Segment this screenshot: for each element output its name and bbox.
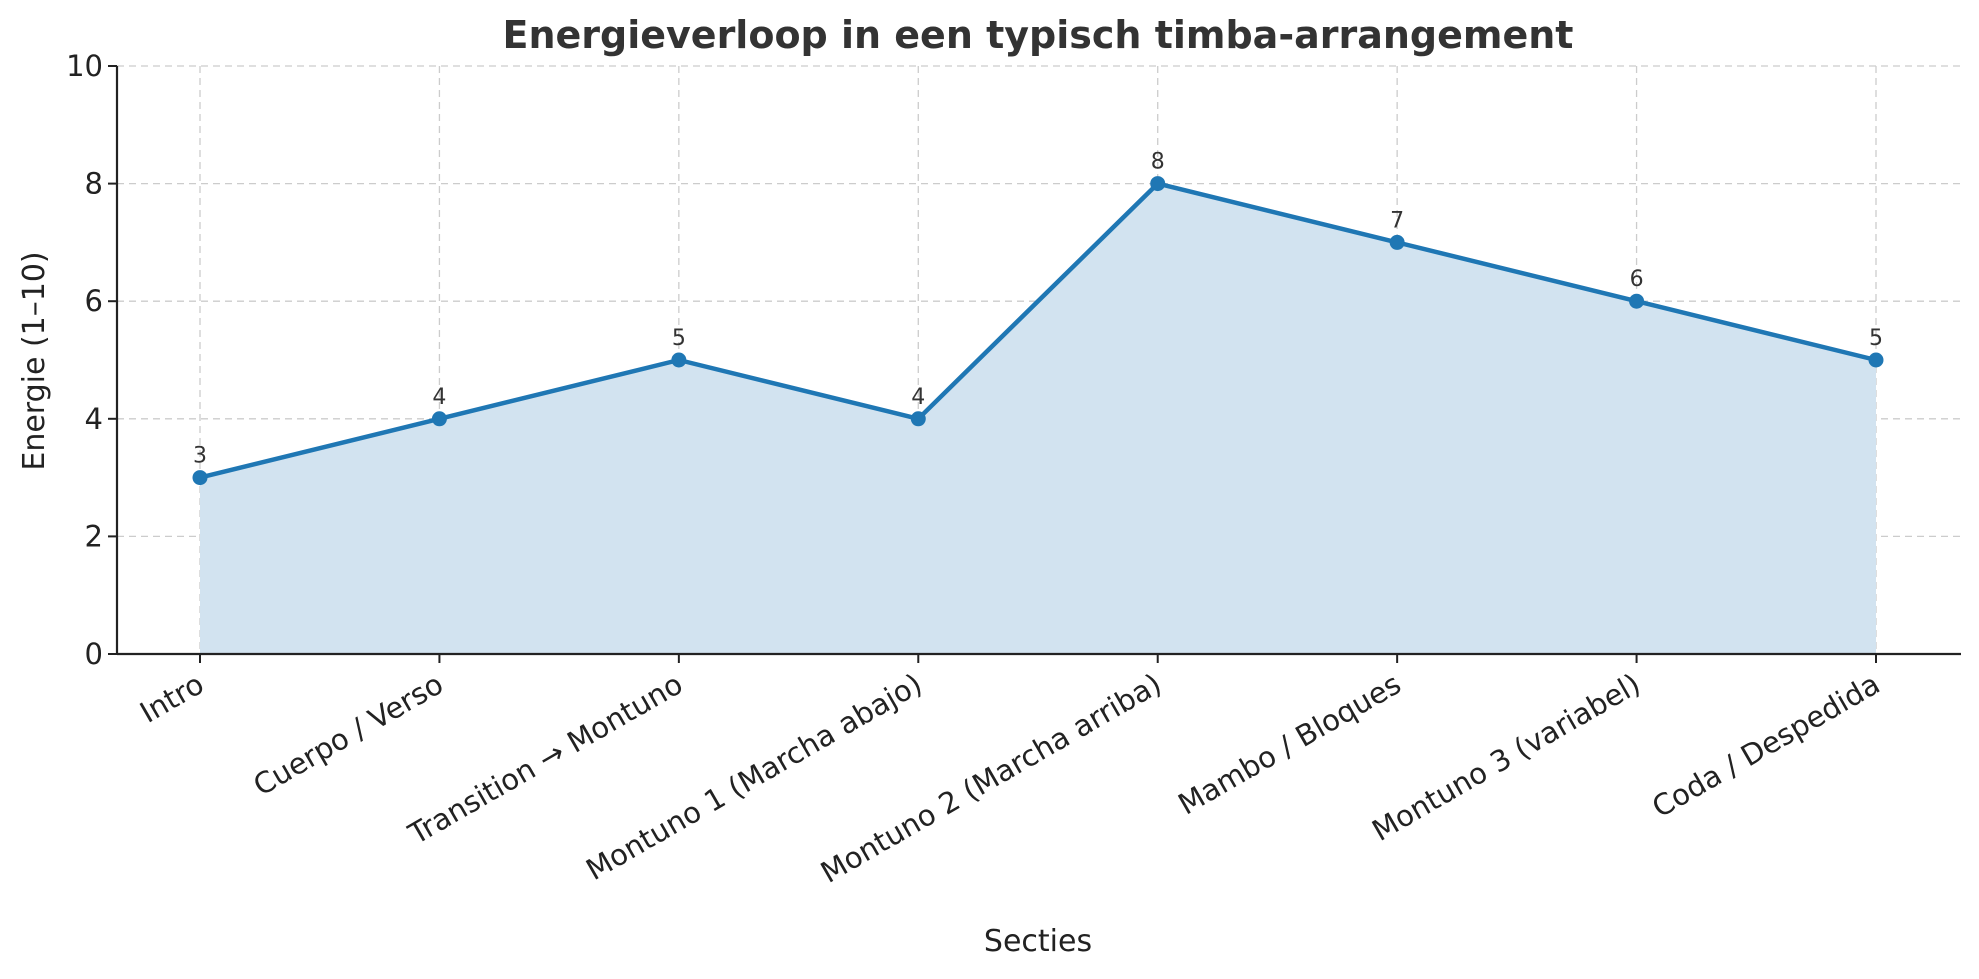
data-point: [431, 411, 447, 427]
x-axis-title: Secties: [984, 924, 1092, 959]
area-fill: [200, 183, 1876, 654]
data-label: 5: [1869, 326, 1883, 351]
data-label: 4: [911, 385, 925, 410]
x-tick-label: Montuno 3 (variabel): [1366, 667, 1646, 848]
y-tick-label: 4: [85, 402, 103, 436]
data-label: 5: [672, 326, 686, 351]
y-tick-label: 10: [66, 49, 103, 83]
data-label: 3: [193, 444, 207, 469]
x-tick-label: Coda / Despedida: [1646, 667, 1885, 825]
data-point: [1629, 293, 1645, 309]
data-point: [1868, 352, 1884, 368]
area-layer: [200, 183, 1876, 654]
y-tick-label: 2: [85, 519, 103, 553]
data-label: 8: [1151, 150, 1165, 175]
x-tick-label: Intro: [134, 667, 209, 730]
data-label: 7: [1390, 208, 1404, 233]
data-point: [192, 470, 208, 486]
x-tick-label: Cuerpo / Verso: [247, 667, 448, 803]
chart-title: Energieverloop in een typisch timba-arra…: [503, 13, 1574, 57]
x-tick-label: Mambo / Bloques: [1172, 667, 1406, 822]
data-point: [1150, 176, 1166, 192]
y-tick-label: 8: [85, 167, 103, 201]
y-tick-label: 0: [85, 637, 103, 671]
data-point: [671, 352, 687, 368]
y-axis-title: Energie (1–10): [17, 251, 52, 470]
y-tick-label: 6: [85, 284, 103, 318]
series-layer: [192, 176, 1884, 486]
data-label: 4: [432, 385, 446, 410]
data-point: [1389, 234, 1405, 250]
data-label: 6: [1630, 267, 1644, 292]
labels-layer: 3 4 5 4 8 7 6 5: [193, 150, 1883, 469]
data-point: [910, 411, 926, 427]
series-line: [197, 181, 1879, 480]
